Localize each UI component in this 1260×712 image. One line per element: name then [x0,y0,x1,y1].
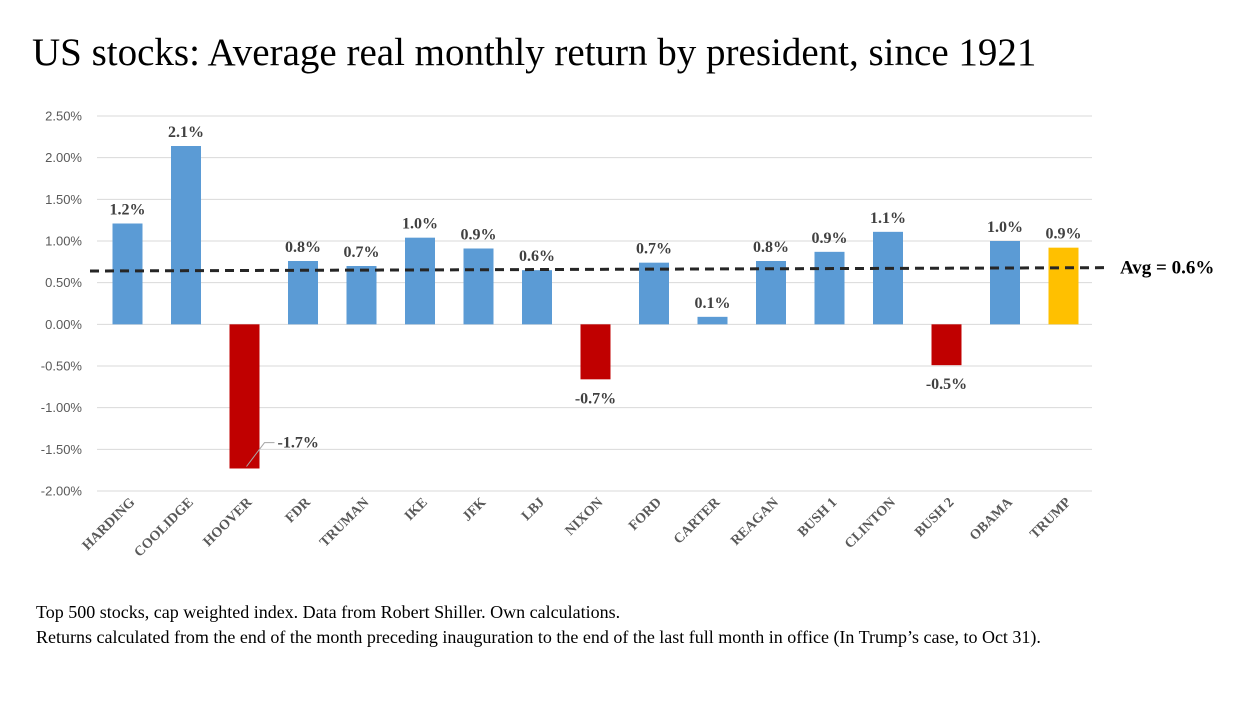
average-label: Avg = 0.6% [1120,258,1214,279]
data-labels: 1.2% 2.1% -1.7% 0.8% 0.7% 1.0% 0.9% 0.6% -0.7% 0.… [110,124,1082,467]
data-label: 2.1% [168,124,204,141]
data-label: 1.2% [110,202,146,219]
x-tick-label: CARTER [671,495,724,548]
footnote-line-2: Returns calculated from the end of the m… [36,627,1041,647]
data-label: 1.1% [870,210,906,227]
bar-chart: 2.50% 2.00% 1.50% 1.00% 0.50% 0.00% -0.50% -1.0… [41,109,1215,561]
bar-obama [990,241,1020,325]
x-tick-label: COOLIDGE [132,495,197,560]
x-tick-label: REAGAN [728,495,782,549]
data-label-leader-line [246,442,275,467]
bar-ike [405,237,435,325]
data-label: 0.8% [285,239,321,256]
data-label: 0.7% [344,244,380,261]
x-tick-label: CLINTON [842,495,899,552]
y-tick-label: -2.00% [41,484,83,499]
y-tick-label: 0.50% [45,275,82,290]
y-axis-ticks: 2.50% 2.00% 1.50% 1.00% 0.50% 0.00% -0.50% -1.0… [41,109,83,499]
bar-bush-2 [931,324,962,366]
x-tick-label: HARDING [80,495,139,554]
bar-nixon [580,324,611,380]
x-tick-label: BUSH 2 [912,495,957,540]
data-label: 1.0% [987,219,1023,236]
data-label: 0.9% [461,227,497,244]
y-tick-label: 1.50% [45,192,82,207]
footnote-line-1: Top 500 stocks, cap weighted index. Data… [36,602,621,622]
y-tick-label: 0.00% [45,317,82,332]
data-label: 0.9% [812,230,848,247]
data-label: 0.8% [753,239,789,256]
x-tick-label: FDR [283,495,315,527]
bar-reagan [756,261,786,325]
bar-jfk [463,248,494,325]
y-tick-label: -1.50% [41,442,83,457]
data-label: -0.5% [926,376,967,393]
x-tick-label: OBAMA [967,495,1016,544]
footnote: Top 500 stocks, cap weighted index. Data… [36,600,1126,650]
bar-coolidge [171,146,201,325]
average-line-group: Avg = 0.6% [89,258,1214,279]
data-label: 0.1% [695,295,731,312]
x-tick-label: TRUMAN [317,495,372,550]
x-tick-label: NIXON [563,495,607,539]
data-label: -1.7% [278,435,319,452]
bar-truman [346,266,377,325]
y-tick-label: 2.50% [45,109,82,124]
x-tick-label: LBJ [519,495,548,524]
data-label: 0.9% [1046,226,1082,243]
x-tick-label: HOOVER [201,495,256,550]
x-tick-label: BUSH 1 [795,495,840,540]
data-label: 0.6% [519,248,555,265]
bar-lbj [522,270,552,325]
data-label: -0.7% [575,390,616,407]
x-tick-label: JFK [460,495,489,524]
bar-trump [1048,247,1079,325]
bar-ford [639,262,669,325]
bar-carter [697,316,728,325]
x-tick-label: IKE [402,495,431,524]
x-tick-label: TRUMP [1027,495,1074,542]
bars [112,146,1079,469]
data-label: 1.0% [402,216,438,233]
bar-clinton [873,231,903,325]
x-tick-label: FORD [626,495,665,534]
bar-bush-1 [814,251,845,325]
bar-harding [112,223,143,325]
bar-hoover [229,324,260,469]
data-label: 0.7% [636,241,672,258]
average-line [89,266,1108,273]
y-tick-label: -1.00% [41,400,83,415]
y-tick-label: 2.00% [45,150,82,165]
chart-title: US stocks: Average real monthly return b… [32,31,1037,74]
y-tick-label: -0.50% [41,359,83,374]
y-tick-label: 1.00% [45,234,82,249]
